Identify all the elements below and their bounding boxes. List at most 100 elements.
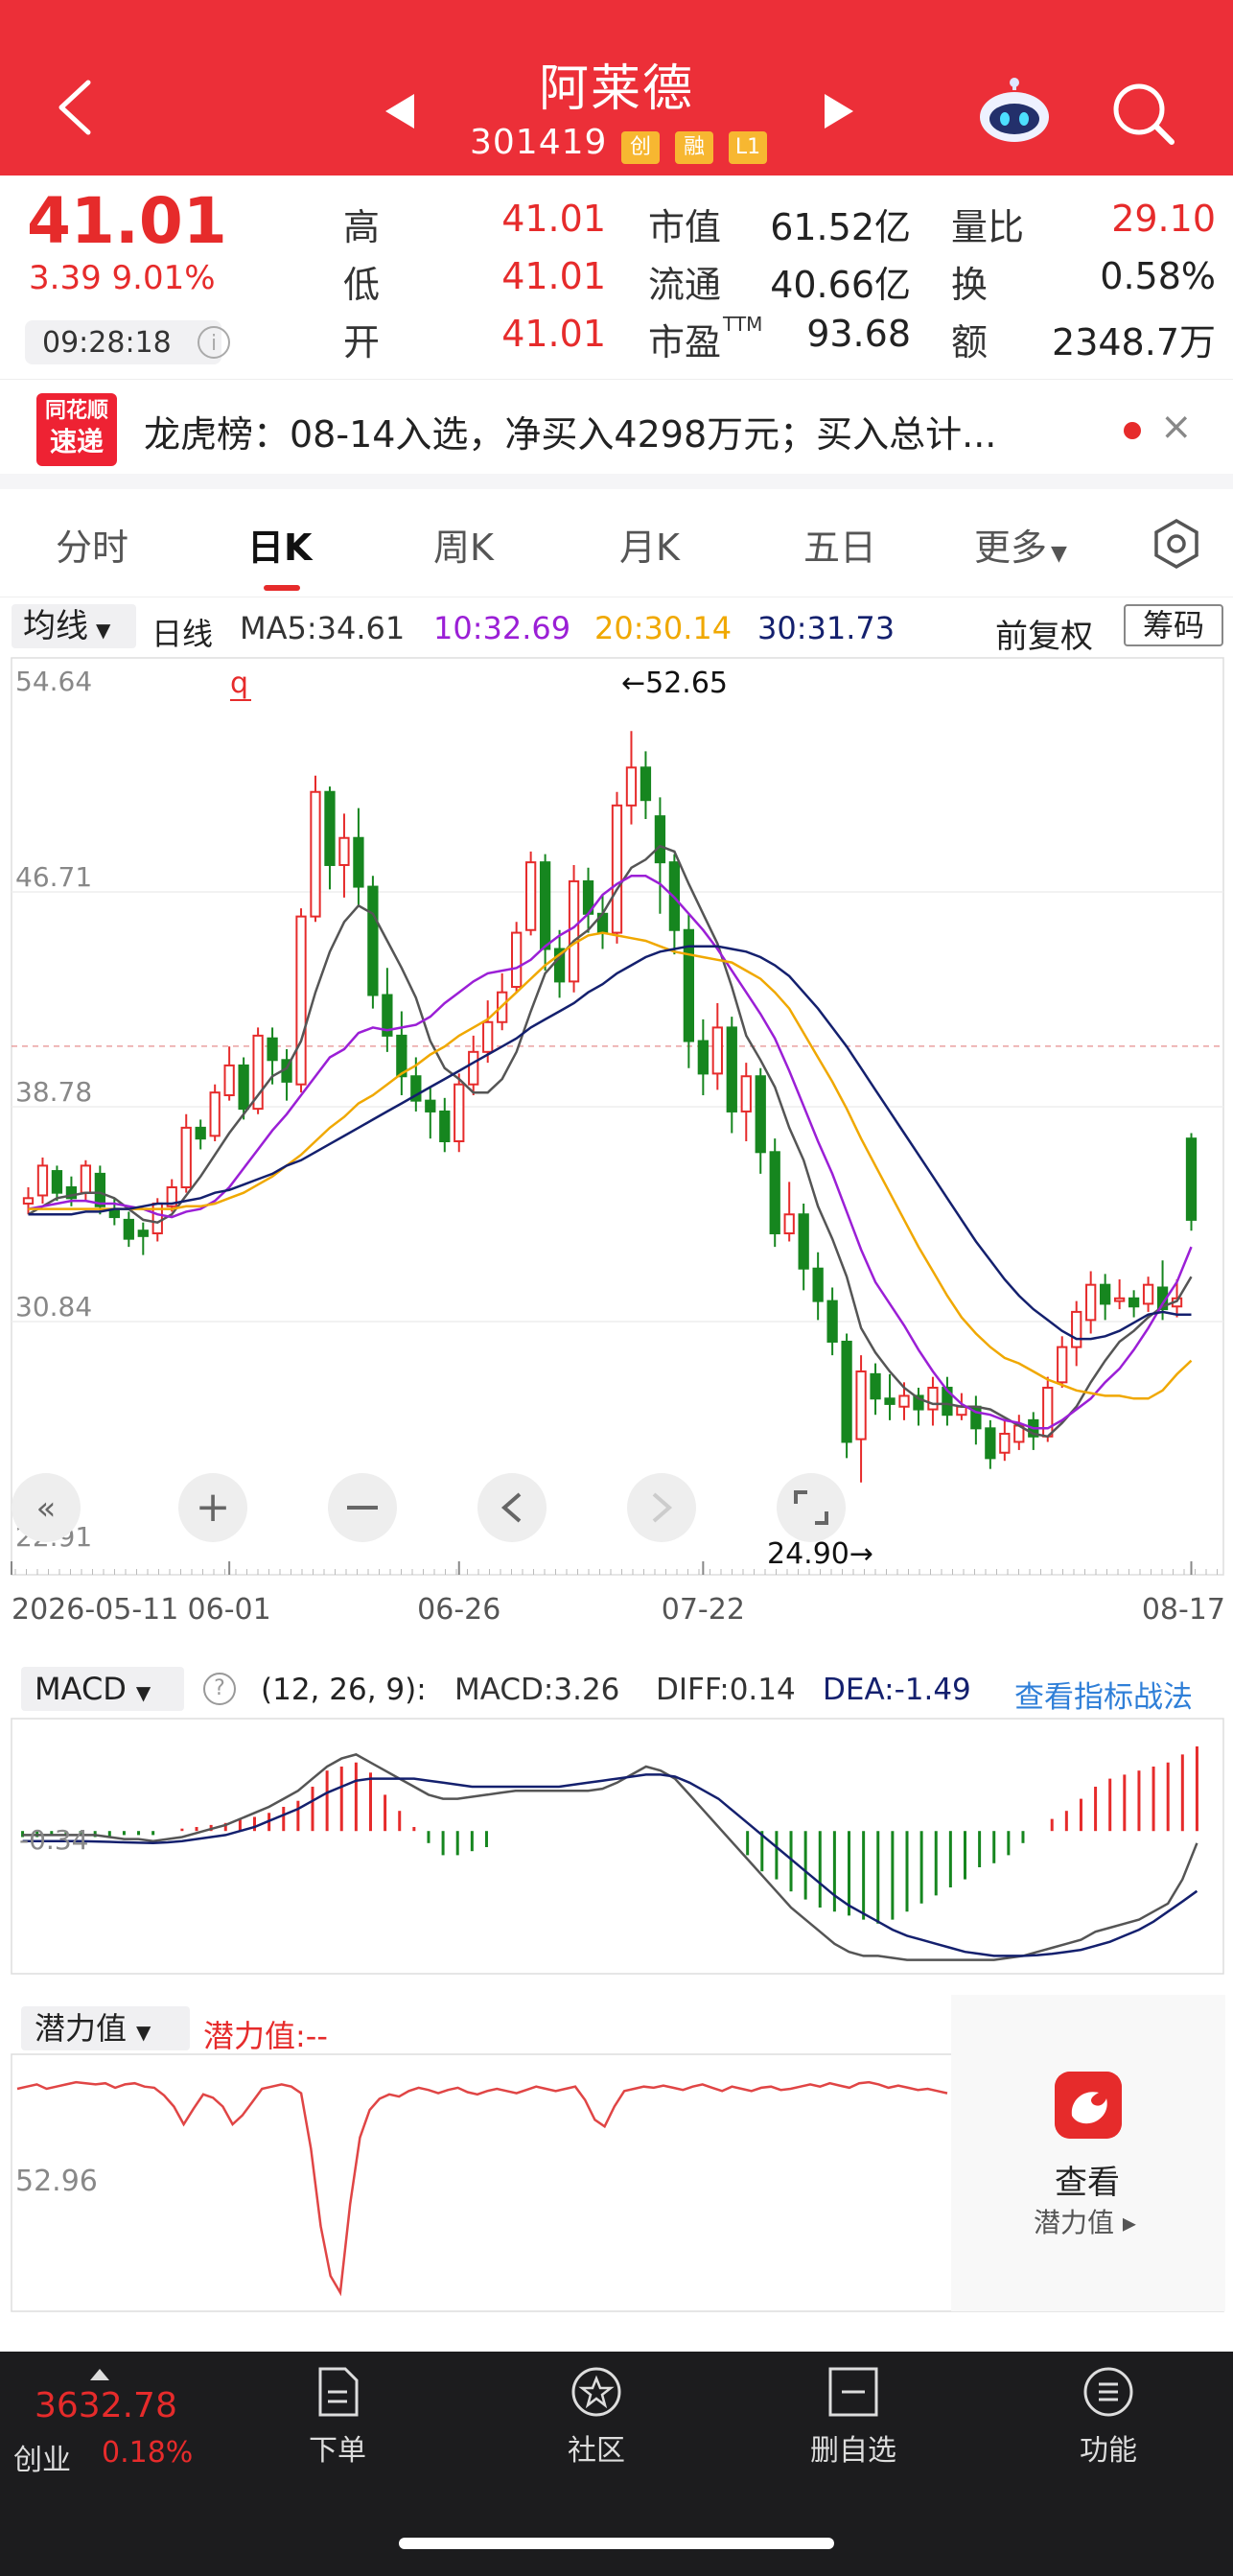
candle-down	[94, 1172, 106, 1207]
label-turnover: 换	[951, 264, 989, 306]
macd-select[interactable]: MACD ▼	[21, 1667, 184, 1711]
chips-button[interactable]: 筹码	[1124, 604, 1223, 646]
robot-assistant-icon[interactable]	[976, 77, 1053, 144]
candle-up	[783, 1213, 795, 1235]
fullscreen-icon	[794, 1490, 828, 1525]
candle-down	[324, 790, 336, 866]
potential-value: 潜力值:--	[203, 2018, 328, 2054]
candle-down	[1128, 1297, 1140, 1308]
search-icon[interactable]	[1110, 81, 1177, 148]
info-icon[interactable]: i	[198, 326, 230, 359]
prev-stock-icon[interactable]	[382, 92, 418, 130]
y-tick-label: 30.84	[15, 1291, 92, 1323]
potential-view-label[interactable]: 查看	[1055, 2164, 1120, 2202]
candle-down	[238, 1064, 249, 1111]
nav-remove-watchlist[interactable]: 删自选	[810, 2434, 896, 2468]
candle-down	[439, 1110, 451, 1143]
price-change: 3.39 9.01%	[29, 259, 216, 297]
home-indicator	[399, 2538, 834, 2549]
candle-up	[252, 1034, 264, 1111]
kline-chart[interactable]: 54.6446.7138.7830.8422.912026-05-1106-01…	[0, 652, 1233, 1650]
dea-value: DEA:-1.49	[823, 1673, 971, 1707]
fast-back-button[interactable]	[12, 1473, 81, 1542]
index-value[interactable]: 3632.78	[35, 2386, 177, 2425]
stock-code: 301419	[470, 123, 608, 162]
order-doc-icon[interactable]	[311, 2365, 364, 2419]
candle-down	[769, 1151, 780, 1235]
back-arrow-icon[interactable]	[56, 79, 94, 136]
value-pe: 93.68	[806, 313, 911, 355]
diff-line	[22, 1753, 1198, 1961]
value-high: 41.01	[501, 198, 606, 240]
index-name[interactable]: 创业	[13, 2444, 71, 2477]
nav-community[interactable]: 社区	[568, 2434, 625, 2468]
macd-chart[interactable]: -0.34	[0, 1717, 1233, 1976]
tab-weekly-k[interactable]: 周K	[433, 527, 494, 569]
candle-up	[855, 1370, 867, 1440]
fullscreen-button[interactable]	[777, 1473, 846, 1542]
news-logo-line1: 同花顺	[44, 399, 108, 423]
candle-down	[985, 1427, 996, 1460]
tab-daily-k[interactable]: 日K	[247, 527, 313, 569]
candle-down	[884, 1397, 896, 1405]
potential-select[interactable]: 潜力值 ▼	[21, 2006, 190, 2050]
indicator-strategy-link[interactable]: 查看指标战法	[1014, 1680, 1193, 1715]
adjust-rights-toggle[interactable]: 前复权	[995, 618, 1093, 656]
settings-hexagon-icon[interactable]	[1151, 518, 1202, 570]
x-tick-label: 07-22	[662, 1593, 745, 1627]
next-stock-icon[interactable]	[821, 92, 857, 130]
candle-up	[166, 1186, 177, 1207]
scroll-right-button[interactable]	[627, 1473, 696, 1542]
candle-up	[740, 1075, 752, 1112]
macd-params: (12, 26, 9):	[261, 1673, 427, 1707]
label-float-cap: 流通	[648, 264, 722, 306]
label-amount: 额	[951, 321, 989, 363]
value-amount: 2348.7万	[1052, 321, 1216, 363]
tab-five-day[interactable]: 五日	[803, 527, 877, 569]
scroll-left-button[interactable]	[477, 1473, 547, 1542]
ma10-label: 10:32.69	[433, 610, 571, 646]
candle-down	[841, 1340, 852, 1443]
news-headline[interactable]: 龙虎榜：08-14入选，净买入4298万元；买入总计...	[144, 413, 997, 456]
candle-down	[382, 994, 393, 1037]
candle-up	[180, 1126, 192, 1189]
diff-value: DIFF:0.14	[656, 1673, 796, 1707]
x-tick-label: 06-26	[417, 1593, 500, 1627]
time-box	[25, 320, 221, 364]
line-type-select[interactable]: 均线 ▼	[12, 604, 136, 648]
community-star-icon[interactable]	[570, 2365, 623, 2419]
candle-up	[711, 1026, 723, 1075]
potential-view-panel[interactable]	[951, 1995, 1225, 2311]
remove-watchlist-icon[interactable]	[826, 2365, 880, 2419]
zoom-in-button[interactable]	[178, 1473, 247, 1542]
menu-list-icon[interactable]	[1082, 2365, 1135, 2419]
tab-monthly-k[interactable]: 月K	[619, 527, 680, 569]
tab-more[interactable]: 更多 ▼	[974, 518, 1067, 571]
candle-up	[310, 790, 321, 918]
value-turnover: 0.58%	[1100, 255, 1216, 297]
section-gap	[0, 474, 1233, 489]
divider	[0, 379, 1233, 380]
label-pe-text: 市盈	[648, 321, 722, 363]
value-open: 41.01	[501, 313, 606, 355]
chevron-left-icon	[500, 1492, 522, 1523]
candle-up	[223, 1064, 235, 1096]
candle-up	[898, 1394, 910, 1408]
index-change[interactable]: 0.18%	[102, 2436, 194, 2470]
nav-order[interactable]: 下单	[309, 2434, 366, 2468]
ma10-line	[28, 875, 1193, 1430]
help-icon[interactable]: ?	[203, 1673, 236, 1705]
candle-down	[410, 1075, 422, 1102]
candle-down	[137, 1229, 149, 1237]
news-logo: 同花顺 速递	[36, 393, 117, 466]
candle-down	[697, 1040, 709, 1075]
period-label: 日线	[151, 616, 214, 652]
potential-sub-label[interactable]: 潜力值 ▸	[1034, 2207, 1136, 2238]
nav-functions[interactable]: 功能	[1080, 2434, 1137, 2468]
candle-up	[80, 1164, 92, 1194]
candle-up	[209, 1091, 221, 1137]
chevron-right-icon	[652, 1492, 673, 1523]
potential-select-label: 潜力值	[35, 2010, 128, 2047]
tab-intraday[interactable]: 分时	[56, 527, 129, 569]
close-icon[interactable]: ×	[1160, 405, 1193, 449]
